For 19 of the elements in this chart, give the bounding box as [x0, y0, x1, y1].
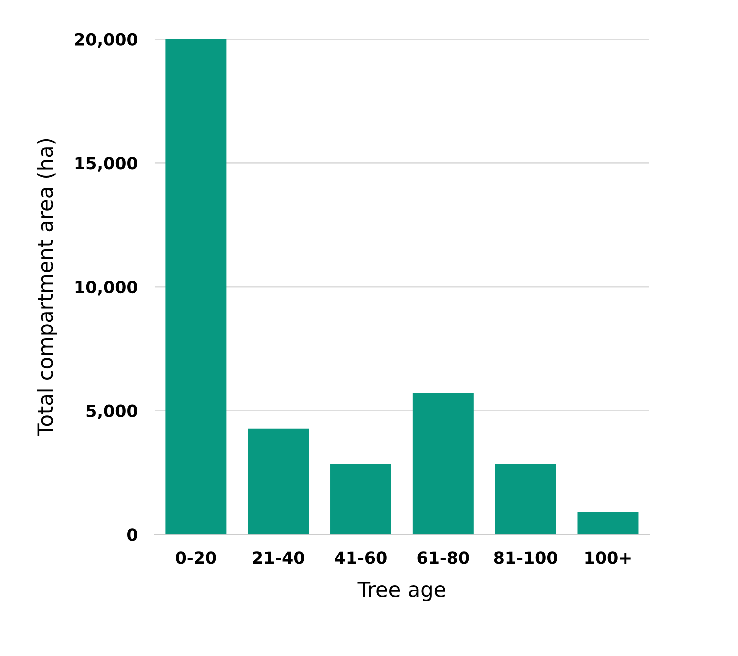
y-tick-label: 10,000 [76, 280, 138, 296]
y-tick-label: 15,000 [76, 157, 138, 172]
x-tick-label: 0-20 [176, 552, 216, 564]
y-tick-label: 20,000 [75, 33, 138, 48]
y-tick-label: 5,000 [86, 404, 138, 420]
x-tick-label: 81-100 [494, 552, 558, 564]
bar [330, 464, 392, 535]
bar [248, 428, 310, 535]
y-tick-label: 0 [128, 528, 138, 542]
x-tick-label: 100+ [586, 552, 631, 564]
bar [495, 464, 556, 535]
bar [412, 393, 474, 535]
x-tick-label: 61-80 [418, 552, 470, 564]
y-axis-title: Total compartment area (ha) [37, 139, 58, 437]
x-tick-label: 41-60 [335, 552, 387, 564]
x-tick-label: 21-40 [253, 552, 304, 564]
bar [166, 39, 227, 535]
x-axis-title: Tree age [358, 582, 446, 602]
bar [578, 512, 639, 535]
